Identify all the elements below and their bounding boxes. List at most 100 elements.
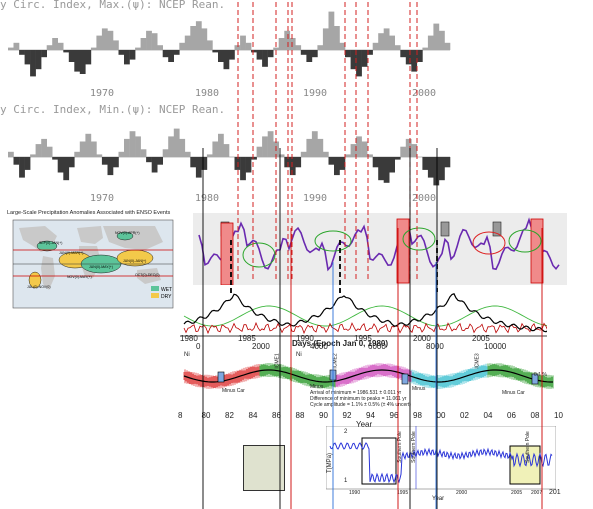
colored-tick: 98 [413,411,422,420]
bar [439,157,445,181]
red-highlight-box [396,218,410,284]
legend-wet-swatch [151,286,159,291]
bar [52,38,58,50]
wet-region-2 [36,240,58,252]
bar [79,50,86,74]
bar [234,45,241,50]
colored-tick: 08 [530,411,540,420]
green-circle [402,227,436,251]
bar [256,50,263,60]
green-circle [242,242,276,268]
black-bottom-tick-4: 8000 [426,342,444,351]
bar [101,157,108,165]
bar [19,157,25,178]
bar [201,28,208,50]
bar [328,157,335,165]
blue-extra-tick: 201 [549,489,561,496]
region-label-6: OCT(0)-DEC(0) [135,273,160,277]
bar [356,50,362,77]
bar [361,141,368,157]
bar [433,157,440,186]
annotation-0: Minus Car [222,388,245,394]
bar [85,133,92,157]
bar [339,157,346,170]
fit-text-line-0: Arrival of minimum = 1986.531 ± 0.011 yr [310,390,402,396]
bar [41,138,47,157]
region-label-5: JUL(0)-NOV(0) [27,285,51,289]
fit-text-line-2: Cycle amplitude = 1.1% ± 0.5% (± 4% unce… [310,402,411,408]
bar [345,154,351,157]
blue-series-chart [326,426,556,490]
bar [339,42,346,50]
colored-tick: 10 [554,411,563,420]
blue-series-panel: T(MPa) 1 2 Southern Pole Southern Pole S… [326,426,556,491]
colored-tick: 90 [319,411,328,420]
region-label-2: JUN(0)-JAN(+) [123,259,146,263]
bar [135,47,141,50]
enso-map-panel: Large-Scale Precipitation Anomalies Asso… [5,210,183,318]
bar [35,50,42,70]
bar [212,50,219,53]
min-index-title: y Circ. Index, Min.(ψ): NCEP Rean. [0,103,226,116]
bar [218,133,224,157]
europe-land [77,226,103,244]
gray-box [492,221,502,237]
bar [328,11,335,51]
bar [251,50,257,53]
bar [179,42,186,50]
bar [372,157,379,168]
bar [124,138,130,157]
bar [140,38,147,50]
bar [444,157,451,168]
bar [356,136,362,157]
bar [372,42,379,50]
max-tick-1990: 1990 [303,88,328,99]
legend-dry-swatch [151,293,159,298]
bar [195,21,202,50]
bar [218,50,224,62]
bar [234,157,241,170]
bar [68,157,75,168]
bar [311,50,318,58]
black-curves-panel [180,286,547,338]
bar [422,47,429,50]
highlight-box-1 [361,437,397,485]
bar [262,50,268,67]
colored-tick: 00 [436,411,446,420]
bar [24,157,31,170]
colored-tick: 82 [225,411,234,420]
bar [107,157,114,176]
bar [30,154,36,157]
bar [322,28,329,50]
bar [157,45,163,50]
bar [334,26,340,50]
marker-box [531,373,539,385]
bar [113,157,119,168]
bar [190,157,197,168]
blue-ytick-2: 2 [344,429,348,435]
bar [240,157,246,181]
black-top-tick-5: 2005 [472,334,490,343]
blue-ytick-1: 1 [344,478,348,484]
bar [367,154,373,157]
black-top-tick-1: 1985 [238,334,256,343]
red-highlight-box [220,222,234,285]
black-bottom-tick-0: 0 [196,342,201,351]
annotation-1: Minus [310,384,324,390]
colored-series-ticks: 8 80 82 84 86 88 90 92 94 96 98 00 02 04 06 08 10 [178,411,568,423]
bar [245,42,252,50]
bar [113,40,119,50]
colored-series-panel: ICME1 ICME2 ICME3 Ni Ni Minus Car Minus … [180,350,560,412]
asia-land [103,226,163,250]
colored-tick: 88 [295,411,305,420]
bar [57,157,64,173]
bar [394,45,401,50]
bar [74,50,81,72]
bar [284,30,291,50]
bar [422,157,429,170]
max-index-panel: y Circ. Index, Max.(ψ): NCEP Rean. 1970 … [0,0,460,100]
black-curves-chart [180,293,547,337]
bar [85,50,92,65]
blue-xtick-4: 2007 [531,490,543,496]
region-label-7: NOV(0)-MAY(+) [67,275,92,279]
